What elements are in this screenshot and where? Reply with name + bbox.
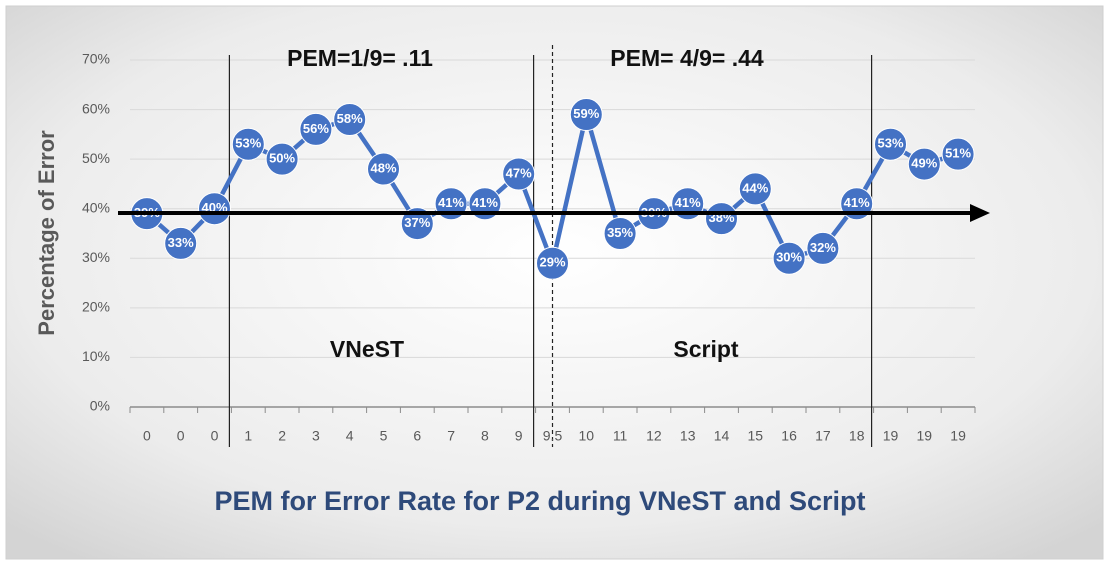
y-tick-label: 10% <box>82 348 110 364</box>
y-tick-label: 50% <box>82 150 110 166</box>
y-tick-label: 30% <box>82 249 110 265</box>
data-label: 30% <box>776 250 802 265</box>
x-tick-label: 9.5 <box>543 428 563 444</box>
data-label: 49% <box>911 156 937 171</box>
x-tick-label: 15 <box>748 428 764 444</box>
marker <box>400 207 434 241</box>
x-tick-label: 19 <box>917 428 933 444</box>
x-tick-label: 5 <box>380 428 388 444</box>
data-label: 53% <box>877 136 903 151</box>
x-tick-label: 18 <box>849 428 865 444</box>
x-tick-label: 0 <box>211 428 219 444</box>
marker <box>569 98 603 132</box>
x-tick-label: 19 <box>950 428 966 444</box>
x-tick-label: 1 <box>244 428 252 444</box>
y-tick-label: 20% <box>82 299 110 315</box>
data-label: 53% <box>235 136 261 151</box>
marker <box>603 217 637 250</box>
data-label: 37% <box>404 215 430 230</box>
data-label: 41% <box>438 195 464 210</box>
marker <box>367 152 400 186</box>
data-label: 33% <box>168 235 194 250</box>
x-tick-label: 11 <box>613 428 628 444</box>
x-tick-label: 0 <box>177 428 185 444</box>
y-tick-label: 60% <box>82 100 110 116</box>
marker <box>299 112 333 146</box>
marker <box>164 226 198 260</box>
x-tick-label: 19 <box>883 428 899 444</box>
data-label: 59% <box>573 106 599 121</box>
marker <box>705 202 738 236</box>
x-tick-label: 10 <box>579 428 595 444</box>
x-tick-label: 6 <box>413 428 421 444</box>
data-label: 44% <box>742 180 768 195</box>
marker <box>738 172 772 206</box>
x-tick-label: 14 <box>714 428 730 444</box>
background <box>5 5 1104 560</box>
annotation: PEM= 4/9= .44 <box>610 45 764 71</box>
data-label: 56% <box>303 121 329 136</box>
marker <box>941 137 975 171</box>
marker <box>536 246 569 280</box>
y-tick-label: 70% <box>82 51 110 67</box>
x-tick-label: 17 <box>815 428 831 444</box>
marker <box>874 127 907 161</box>
x-tick-label: 3 <box>312 428 320 444</box>
marker <box>198 192 231 226</box>
data-label: 41% <box>675 195 701 210</box>
marker <box>333 102 367 136</box>
y-axis-label: Percentage of Error <box>34 130 59 336</box>
annotation: VNeST <box>330 336 404 362</box>
y-tick-label: 40% <box>82 199 110 215</box>
x-tick-label: 7 <box>447 428 455 444</box>
marker <box>265 142 299 176</box>
data-label: 32% <box>810 240 836 255</box>
data-label: 50% <box>269 151 295 166</box>
marker <box>772 241 806 275</box>
data-label: 48% <box>370 160 396 175</box>
marker <box>502 157 536 191</box>
x-tick-label: 16 <box>781 428 797 444</box>
data-label: 41% <box>472 195 498 210</box>
x-tick-label: 8 <box>481 428 489 444</box>
data-label: 29% <box>539 255 565 270</box>
annotation: PEM=1/9= .11 <box>287 45 433 71</box>
marker <box>806 231 840 265</box>
data-label: 58% <box>337 111 363 126</box>
x-tick-label: 9 <box>515 428 523 444</box>
arrow-head <box>970 204 990 222</box>
x-tick-label: 0 <box>143 428 151 444</box>
x-tick-label: 13 <box>680 428 696 444</box>
annotation: Script <box>673 336 739 362</box>
marker <box>231 127 265 161</box>
data-label: 47% <box>506 165 532 180</box>
data-label: 51% <box>945 146 971 161</box>
data-label: 35% <box>607 225 633 240</box>
chart-title: PEM for Error Rate for P2 during VNeST a… <box>214 486 865 516</box>
x-tick-label: 4 <box>346 428 354 444</box>
x-tick-label: 12 <box>646 428 662 444</box>
x-tick-label: 2 <box>278 428 286 444</box>
y-tick-label: 0% <box>90 398 110 414</box>
marker <box>907 147 941 181</box>
data-label: 41% <box>844 195 870 210</box>
